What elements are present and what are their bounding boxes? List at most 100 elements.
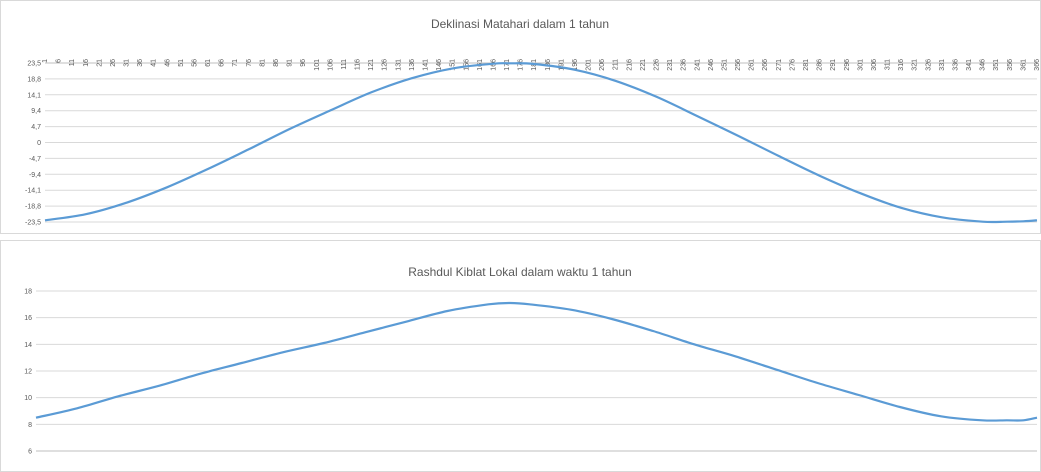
qibla-y-tick-label: 10 (24, 395, 32, 402)
declination-x-tick-label: 156 (463, 59, 470, 71)
declination-x-tick-label: 311 (885, 59, 892, 70)
qibla-y-tick-label: 6 (28, 449, 32, 456)
declination-x-tick-label: 31 (124, 59, 131, 67)
declination-x-tick-label: 41 (151, 59, 158, 67)
declination-x-tick-label: 171 (504, 59, 511, 71)
declination-x-tick-label: 266 (762, 59, 769, 71)
declination-chart: Deklinasi Matahari dalam 1 tahun 23,5 18,… (25, 17, 1040, 227)
declination-x-tick-label: 81 (259, 59, 266, 67)
declination-x-tick-label: 71 (232, 59, 239, 67)
declination-x-tick-label: 121 (368, 59, 375, 71)
declination-y-tick-label: -23,5 (25, 220, 41, 227)
declination-x-tick-label: 166 (490, 59, 497, 71)
declination-x-tick-label: 236 (681, 59, 688, 71)
declination-x-tick-label: 281 (803, 59, 810, 71)
declination-y-tick-label: 23,5 (27, 61, 41, 68)
declination-x-tick-label: 321 (912, 59, 919, 71)
declination-x-tick-label: 331 (939, 59, 946, 71)
declination-x-tick-label: 226 (654, 59, 661, 71)
declination-y-tick-label: -4,7 (29, 156, 41, 163)
declination-x-tick-label: 136 (409, 59, 416, 71)
declination-x-tick-label: 56 (191, 59, 198, 67)
declination-x-tick-label: 306 (871, 59, 878, 71)
declination-x-tick-label: 61 (205, 59, 212, 67)
declination-y-tick-label: 14,1 (27, 92, 41, 99)
declination-x-tick-label: 351 (993, 59, 1000, 71)
declination-x-tick-label: 86 (273, 59, 280, 67)
declination-x-tick-label: 316 (898, 59, 905, 71)
qibla-chart-title: Rashdul Kiblat Lokal dalam waktu 1 tahun (408, 265, 631, 279)
declination-y-tick-label: -9,4 (29, 172, 41, 179)
declination-x-tick-label: 346 (980, 59, 987, 71)
declination-x-tick-label: 356 (1007, 59, 1014, 71)
declination-x-tick-label: 216 (626, 59, 633, 71)
declination-x-tick-label: 91 (287, 59, 294, 67)
declination-x-tick-label: 126 (382, 59, 389, 71)
declination-x-tick-label: 66 (219, 59, 226, 67)
declination-x-tick-label: 246 (708, 59, 715, 71)
qibla-chart: Rashdul Kiblat Lokal dalam waktu 1 tahun… (24, 265, 1040, 471)
declination-x-tick-label: 16 (83, 59, 90, 67)
declination-chart-panel: Deklinasi Matahari dalam 1 tahun 23,5 18,… (0, 0, 1041, 234)
declination-x-tick-label: 96 (300, 59, 307, 67)
declination-x-tick-label: 11 (69, 59, 76, 66)
qibla-chart-panel: Rashdul Kiblat Lokal dalam waktu 1 tahun… (0, 240, 1041, 472)
declination-x-tick-label: 196 (572, 59, 579, 71)
declination-x-tick-label: 256 (735, 59, 742, 71)
declination-x-tick-label: 336 (952, 59, 959, 71)
declination-x-tick-label: 191 (558, 59, 565, 71)
declination-y-tick-labels: 23,5 18,8 14,1 9,4 4,7 0 -4,7 -9,4 -14,1 -18,8 -23… (25, 61, 41, 227)
qibla-y-tick-label: 16 (24, 315, 32, 322)
declination-y-tick-label: 4,7 (31, 124, 41, 131)
qibla-y-tick-label: 12 (24, 369, 32, 376)
declination-x-tick-label: 241 (694, 59, 701, 71)
declination-y-tick-label: 18,8 (27, 76, 41, 83)
declination-x-tick-label: 151 (450, 59, 457, 71)
declination-y-tick-label: -18,8 (25, 204, 41, 211)
declination-gridlines (45, 62, 1037, 223)
qibla-series-line (35, 301, 1038, 422)
declination-x-tick-label: 326 (925, 59, 932, 71)
declination-x-tick-label: 231 (667, 59, 674, 71)
declination-y-tick-label: -14,1 (25, 188, 41, 195)
declination-x-tick-label: 46 (164, 59, 171, 67)
declination-x-tick-label: 6 (56, 59, 63, 63)
declination-x-tick-label: 36 (137, 59, 144, 67)
declination-chart-title: Deklinasi Matahari dalam 1 tahun (431, 17, 609, 31)
qibla-y-tick-labels: 18 16 14 12 10 8 6 (24, 289, 32, 456)
declination-y-tick-label: 0 (37, 140, 41, 147)
declination-x-tick-label: 21 (96, 59, 103, 67)
declination-x-tick-label: 261 (749, 59, 756, 71)
declination-x-tick-label: 271 (776, 59, 783, 71)
declination-x-tick-label: 301 (857, 59, 864, 71)
declination-x-tick-label: 251 (721, 59, 728, 71)
qibla-gridlines (36, 290, 1037, 452)
declination-x-tick-label: 201 (586, 59, 593, 71)
declination-x-tick-label: 296 (844, 59, 851, 71)
declination-series-line (44, 62, 1038, 224)
declination-y-tick-label: 9,4 (31, 108, 41, 115)
declination-x-tick-label: 366 (1034, 59, 1040, 71)
declination-x-tick-label: 26 (110, 59, 117, 67)
declination-x-tick-label: 51 (178, 59, 185, 67)
declination-x-tick-label: 276 (789, 59, 796, 71)
qibla-y-tick-label: 18 (24, 289, 32, 296)
declination-x-tick-label: 116 (355, 59, 362, 70)
declination-x-tick-label: 221 (640, 59, 647, 71)
declination-x-tick-label: 176 (518, 59, 525, 71)
declination-x-tick-label: 101 (314, 59, 321, 71)
declination-x-tick-label: 206 (599, 59, 606, 71)
declination-x-tick-label: 76 (246, 59, 253, 67)
declination-x-tick-label: 211 (613, 59, 620, 70)
declination-x-tick-label: 106 (327, 59, 334, 71)
declination-x-tick-label: 1 (42, 59, 49, 63)
declination-x-tick-label: 286 (817, 59, 824, 71)
qibla-y-tick-label: 14 (24, 342, 32, 349)
declination-x-tick-label: 291 (830, 59, 837, 71)
qibla-y-tick-label: 8 (28, 422, 32, 429)
declination-x-tick-label: 146 (436, 59, 443, 71)
declination-x-tick-label: 361 (1020, 59, 1027, 71)
declination-x-tick-label: 111 (341, 59, 348, 70)
declination-x-tick-label: 141 (422, 59, 429, 71)
declination-x-tick-label: 341 (966, 59, 973, 71)
